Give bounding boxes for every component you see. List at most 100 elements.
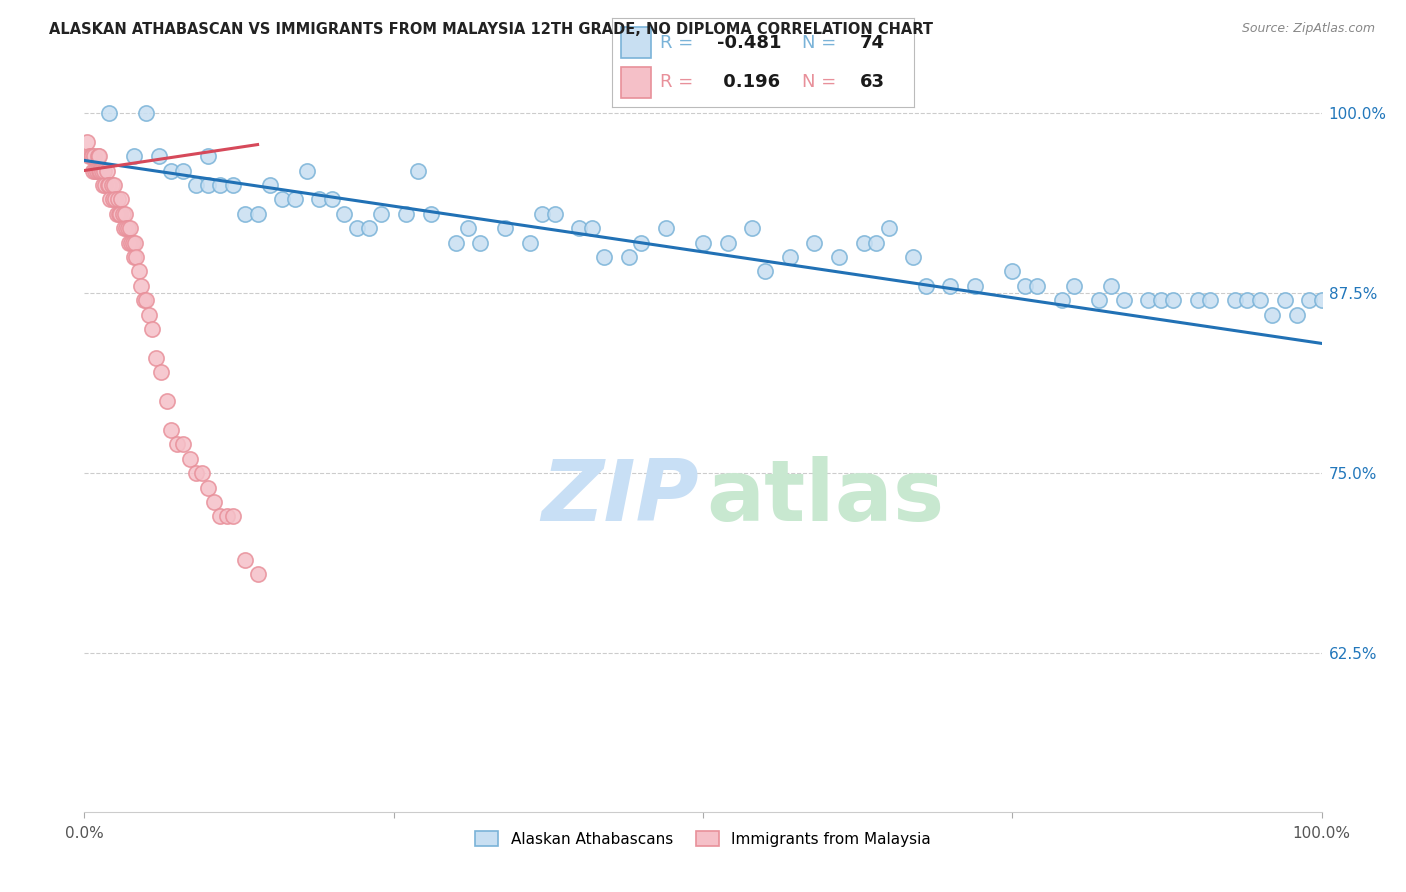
Point <box>104 192 127 206</box>
Point <box>1161 293 1184 308</box>
Text: 63: 63 <box>859 73 884 91</box>
Point <box>91 178 114 192</box>
Point <box>112 221 135 235</box>
Point <box>115 221 138 235</box>
Point <box>370 207 392 221</box>
Point <box>118 235 141 250</box>
Point <box>457 221 479 235</box>
Point <box>94 178 117 192</box>
Point <box>117 221 139 235</box>
Point <box>215 509 238 524</box>
Point <box>1014 278 1036 293</box>
Point <box>852 235 875 250</box>
Point <box>581 221 603 235</box>
Point <box>80 149 103 163</box>
Point <box>110 192 132 206</box>
Point <box>233 552 256 566</box>
Point <box>233 207 256 221</box>
Legend: Alaskan Athabascans, Immigrants from Malaysia: Alaskan Athabascans, Immigrants from Mal… <box>470 824 936 853</box>
Point <box>717 235 740 250</box>
Point <box>1063 278 1085 293</box>
Point <box>108 207 131 221</box>
Point <box>150 365 173 379</box>
Point <box>271 192 294 206</box>
Point <box>86 163 108 178</box>
Point <box>135 106 157 120</box>
FancyBboxPatch shape <box>620 67 651 98</box>
Point <box>333 207 356 221</box>
Point <box>82 163 104 178</box>
Text: -0.481: -0.481 <box>717 34 782 52</box>
Point <box>172 437 194 451</box>
Point <box>1099 278 1122 293</box>
Point <box>79 149 101 163</box>
Point <box>141 322 163 336</box>
Text: R =: R = <box>659 73 699 91</box>
Point <box>222 509 245 524</box>
Point <box>1236 293 1258 308</box>
Point <box>84 163 107 178</box>
Point <box>120 221 142 235</box>
Point <box>197 481 219 495</box>
Point <box>129 278 152 293</box>
Point <box>1285 308 1308 322</box>
Point <box>1249 293 1271 308</box>
Point <box>160 423 183 437</box>
Point <box>135 293 157 308</box>
Point <box>1261 308 1284 322</box>
Point <box>246 566 269 581</box>
Point <box>179 451 201 466</box>
Point <box>100 178 122 192</box>
Point <box>828 250 851 264</box>
Point <box>914 278 936 293</box>
Point <box>470 235 492 250</box>
Point <box>98 106 121 120</box>
Point <box>89 163 111 178</box>
Point <box>630 235 652 250</box>
Point <box>1050 293 1073 308</box>
Point <box>284 192 307 206</box>
FancyBboxPatch shape <box>620 27 651 58</box>
Point <box>97 178 120 192</box>
Point <box>939 278 962 293</box>
Point <box>89 163 111 178</box>
Point <box>754 264 776 278</box>
Text: ZIP: ZIP <box>541 456 699 539</box>
Point <box>96 163 118 178</box>
Point <box>121 235 143 250</box>
Point <box>197 149 219 163</box>
Text: 74: 74 <box>859 34 884 52</box>
Point <box>172 163 194 178</box>
Point <box>1199 293 1222 308</box>
Point <box>903 250 925 264</box>
Point <box>308 192 330 206</box>
Point <box>1088 293 1111 308</box>
Point <box>494 221 516 235</box>
Point <box>191 466 214 480</box>
Point <box>741 221 763 235</box>
Point <box>148 149 170 163</box>
Point <box>87 149 110 163</box>
Point <box>655 221 678 235</box>
Point <box>568 221 591 235</box>
Point <box>98 178 121 192</box>
Point <box>202 495 225 509</box>
Point <box>124 235 146 250</box>
Point <box>1298 293 1320 308</box>
Point <box>346 221 368 235</box>
Point <box>128 264 150 278</box>
Point <box>103 178 125 192</box>
Text: R =: R = <box>659 34 699 52</box>
Point <box>543 207 565 221</box>
Point <box>160 163 183 178</box>
Point <box>114 207 136 221</box>
Point <box>865 235 887 250</box>
Point <box>138 308 160 322</box>
Point <box>156 394 179 409</box>
Point <box>98 192 121 206</box>
Point <box>1112 293 1135 308</box>
Point <box>209 509 232 524</box>
Point <box>122 149 145 163</box>
Point <box>111 207 134 221</box>
Point <box>593 250 616 264</box>
